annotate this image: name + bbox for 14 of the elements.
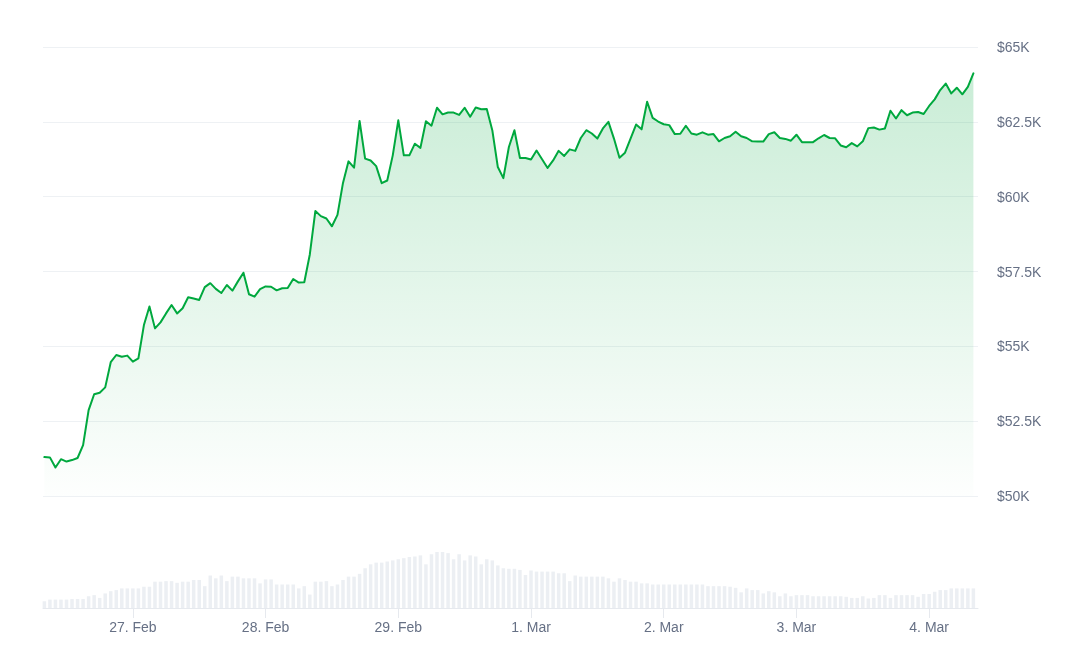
y-tick-label: $60K	[997, 188, 1031, 205]
x-tick-label: 29. Feb	[374, 619, 423, 635]
y-tick-label: $65K	[997, 39, 1031, 55]
x-tick-label: 28. Feb	[241, 619, 290, 635]
x-tick-label: 1. Mar	[511, 619, 552, 635]
y-tick-label: $57.5K	[997, 263, 1043, 280]
y-tick-label: $62.5K	[997, 113, 1043, 130]
x-tick-label: 4. Mar	[909, 619, 950, 635]
x-tick-label: 3. Mar	[776, 619, 817, 635]
y-tick-label: $52.5K	[997, 413, 1043, 430]
x-tick-label: 27. Feb	[109, 619, 157, 635]
y-tick-label: $55K	[997, 338, 1031, 355]
x-tick-label: 2. Mar	[643, 619, 684, 635]
y-tick-label: $50K	[997, 488, 1031, 504]
